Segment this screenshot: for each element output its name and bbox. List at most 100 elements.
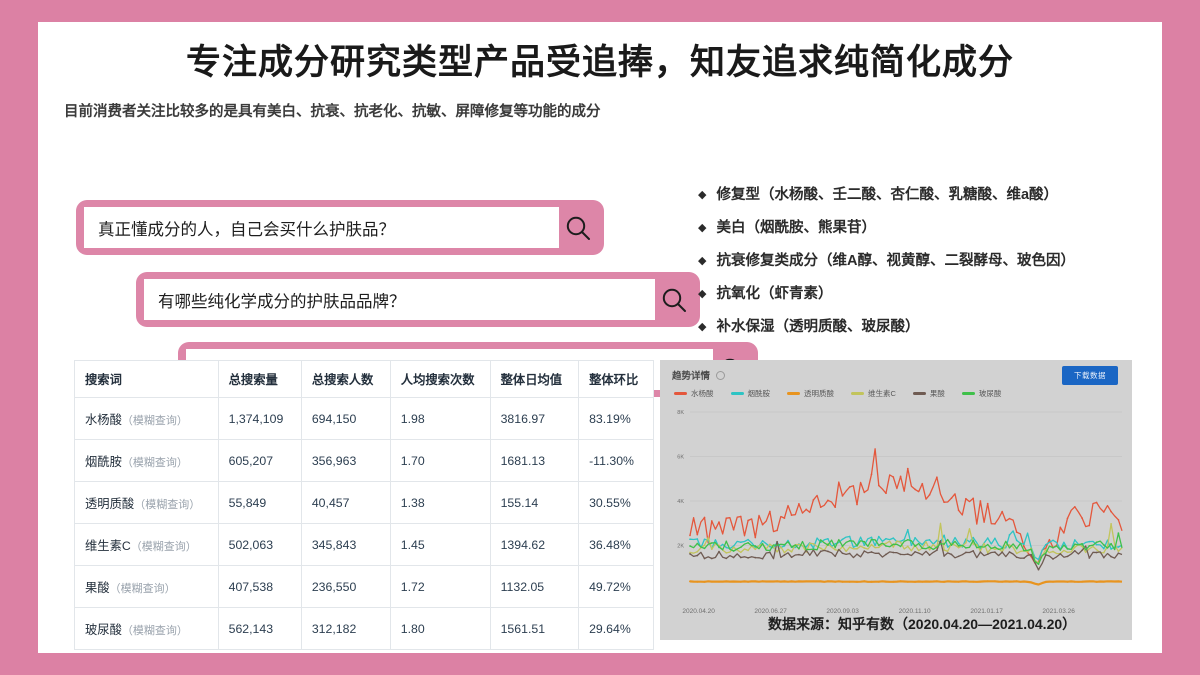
cell-per-capita: 1.98 bbox=[389, 397, 491, 440]
list-item: ◆ 补水保湿（透明质酸、玻尿酸） bbox=[698, 317, 1148, 337]
table-row: 玻尿酸（模糊查询） 562,143 312,182 1.80 1561.51 2… bbox=[74, 607, 654, 650]
list-item: ◆ 抗衰修复类成分（维A醇、视黄醇、二裂酵母、玻色因） bbox=[698, 251, 1148, 271]
cell-total-users: 345,843 bbox=[300, 523, 391, 566]
legend-item-5[interactable]: 玻尿酸 bbox=[961, 388, 1002, 399]
keyword-text: 透明质酸 bbox=[85, 496, 135, 511]
x-tick-label: 2021.01.17 bbox=[970, 608, 1003, 615]
cell-total-users: 356,963 bbox=[300, 439, 391, 482]
cell-total-users: 40,457 bbox=[300, 481, 391, 524]
y-tick-label: 2K bbox=[677, 544, 684, 550]
column-header-daily-avg: 整体日均值 bbox=[489, 360, 580, 398]
legend-item-2[interactable]: 透明质酸 bbox=[787, 388, 834, 399]
cell-mom: 36.48% bbox=[578, 523, 654, 566]
legend-item-1[interactable]: 烟酰胺 bbox=[730, 388, 771, 399]
search-icon[interactable] bbox=[559, 213, 597, 243]
cell-total-users: 236,550 bbox=[300, 565, 391, 608]
table-header-row: 搜索词 总搜索量 总搜索人数 人均搜索次数 整体日均值 整体环比 bbox=[74, 360, 654, 398]
legend-swatch bbox=[961, 392, 975, 395]
chart-title-group: 趋势详情 bbox=[672, 368, 726, 382]
legend-swatch bbox=[730, 392, 744, 395]
cell-keyword: 果酸（模糊查询） bbox=[74, 565, 219, 608]
search-stats-table: 搜索词 总搜索量 总搜索人数 人均搜索次数 整体日均值 整体环比 水杨酸（模糊查… bbox=[74, 360, 654, 650]
legend-swatch bbox=[787, 392, 800, 395]
search-input-1[interactable]: 真正懂成分的人，自己会买什么护肤品？ bbox=[84, 207, 559, 248]
column-header-keyword: 搜索词 bbox=[74, 360, 219, 398]
keyword-match-type: （模糊查询） bbox=[134, 498, 201, 511]
diamond-bullet-icon: ◆ bbox=[698, 321, 707, 333]
keyword-match-type: （模糊查询） bbox=[130, 540, 197, 553]
cell-per-capita: 1.72 bbox=[389, 565, 491, 608]
search-input-2[interactable]: 有哪些纯化学成分的护肤品品牌？ bbox=[144, 279, 655, 320]
keyword-match-type: （模糊查询） bbox=[121, 624, 188, 637]
cell-total-searches: 55,849 bbox=[217, 481, 302, 524]
cell-total-searches: 407,538 bbox=[217, 565, 302, 608]
chart-title: 趋势详情 bbox=[672, 371, 711, 382]
legend-swatch bbox=[851, 392, 864, 395]
diamond-bullet-icon: ◆ bbox=[698, 288, 707, 300]
legend-label: 玻尿酸 bbox=[978, 389, 1002, 398]
ingredient-bullet-list: ◆ 修复型（水杨酸、壬二酸、杏仁酸、乳糖酸、维a酸） ◆ 美白（烟酰胺、熊果苷）… bbox=[698, 185, 1148, 350]
legend-item-3[interactable]: 维生素C bbox=[851, 388, 896, 399]
cell-mom: -11.30% bbox=[578, 439, 654, 482]
chart-legend[interactable]: 水杨酸 烟酰胺 透明质酸 维生素C 果酸 玻尿酸 bbox=[674, 388, 1018, 399]
cell-keyword: 玻尿酸（模糊查询） bbox=[74, 607, 219, 650]
page-title: 专注成分研究类型产品受追捧，知友追求纯简化成分 bbox=[185, 43, 1014, 82]
y-tick-label: 8K bbox=[677, 410, 684, 416]
cell-per-capita: 1.38 bbox=[389, 481, 491, 524]
cell-daily-avg: 3816.97 bbox=[489, 397, 580, 440]
chart-x-axis: 2020.04.20 2020.06.27 2020.09.03 2020.11.10… bbox=[660, 608, 1132, 622]
table-row: 维生素C（模糊查询） 502,063 345,843 1.45 1394.62 … bbox=[74, 523, 654, 566]
slide-canvas: 专注成分研究类型产品受追捧，知友追求纯简化成分 目前消费者关注比较多的是具有美白… bbox=[38, 22, 1162, 653]
x-tick-label: 2021.03.26 bbox=[1042, 608, 1075, 615]
keyword-match-type: （模糊查询） bbox=[121, 414, 188, 427]
table-row: 水杨酸（模糊查询） 1,374,109 694,150 1.98 3816.97… bbox=[74, 397, 654, 440]
x-tick-label: 2020.06.27 bbox=[754, 608, 787, 615]
legend-item-0[interactable]: 水杨酸 bbox=[674, 388, 714, 399]
keyword-text: 果酸 bbox=[85, 580, 110, 595]
search-bar-2[interactable]: 有哪些纯化学成分的护肤品品牌？ bbox=[136, 272, 700, 327]
series-line-0 bbox=[689, 448, 1123, 564]
table-row: 烟酰胺（模糊查询） 605,207 356,963 1.70 1681.13 -… bbox=[74, 439, 654, 482]
info-icon[interactable] bbox=[716, 370, 726, 380]
page-subtitle: 目前消费者关注比较多的是具有美白、抗衰、抗老化、抗敏、屏障修复等功能的成分 bbox=[64, 104, 601, 120]
chart-plot-area: 2K 4K 6K 8K bbox=[660, 406, 1132, 596]
list-item: ◆ 修复型（水杨酸、壬二酸、杏仁酸、乳糖酸、维a酸） bbox=[698, 185, 1148, 205]
trend-chart-panel: 趋势详情 下载数据 水杨酸 烟酰胺 透明质酸 维生素C 果酸 玻尿酸 2K 4K 6K 8K 2… bbox=[660, 360, 1132, 640]
cell-daily-avg: 1561.51 bbox=[489, 607, 580, 650]
cell-per-capita: 1.70 bbox=[389, 439, 491, 482]
x-tick-label: 2020.09.03 bbox=[826, 608, 859, 615]
search-bar-1[interactable]: 真正懂成分的人，自己会买什么护肤品？ bbox=[76, 200, 604, 255]
x-tick-label: 2020.11.10 bbox=[898, 608, 931, 615]
cell-per-capita: 1.80 bbox=[389, 607, 491, 650]
keyword-text: 烟酰胺 bbox=[85, 454, 122, 469]
keyword-text: 维生素C bbox=[85, 538, 131, 553]
series-line-1 bbox=[689, 529, 1123, 561]
cell-per-capita: 1.45 bbox=[389, 523, 491, 566]
cell-mom: 30.55% bbox=[578, 481, 654, 524]
cell-daily-avg: 155.14 bbox=[489, 481, 580, 524]
cell-total-searches: 605,207 bbox=[217, 439, 302, 482]
source-note: 数据来源：知乎有数（2020.04.20—2021.04.20） bbox=[768, 616, 1077, 632]
column-header-mom: 整体环比 bbox=[578, 360, 654, 398]
cell-total-users: 312,182 bbox=[300, 607, 391, 650]
keyword-match-type: （模糊查询） bbox=[121, 456, 188, 469]
cell-keyword: 维生素C（模糊查询） bbox=[74, 523, 219, 566]
list-item: ◆ 抗氧化（虾青素） bbox=[698, 284, 1148, 304]
cell-keyword: 烟酰胺（模糊查询） bbox=[74, 439, 219, 482]
keyword-match-type: （模糊查询） bbox=[109, 582, 176, 595]
keyword-text: 水杨酸 bbox=[85, 412, 122, 427]
list-item-label: 抗衰修复类成分（维A醇、视黄醇、二裂酵母、玻色因） bbox=[716, 253, 1075, 269]
legend-label: 烟酰胺 bbox=[747, 389, 771, 398]
legend-swatch bbox=[912, 392, 926, 395]
cell-daily-avg: 1132.05 bbox=[489, 565, 580, 608]
download-data-button[interactable]: 下载数据 bbox=[1062, 366, 1118, 385]
legend-label: 透明质酸 bbox=[804, 389, 834, 398]
list-item-label: 补水保湿（透明质酸、玻尿酸） bbox=[716, 319, 920, 335]
column-header-total-users: 总搜索人数 bbox=[300, 360, 391, 398]
search-icon[interactable] bbox=[655, 285, 693, 315]
legend-label: 维生素C bbox=[868, 389, 896, 398]
y-tick-label: 6K bbox=[677, 455, 684, 461]
y-tick-label: 4K bbox=[677, 499, 684, 505]
keyword-text: 玻尿酸 bbox=[85, 622, 122, 637]
legend-item-4[interactable]: 果酸 bbox=[912, 388, 945, 399]
